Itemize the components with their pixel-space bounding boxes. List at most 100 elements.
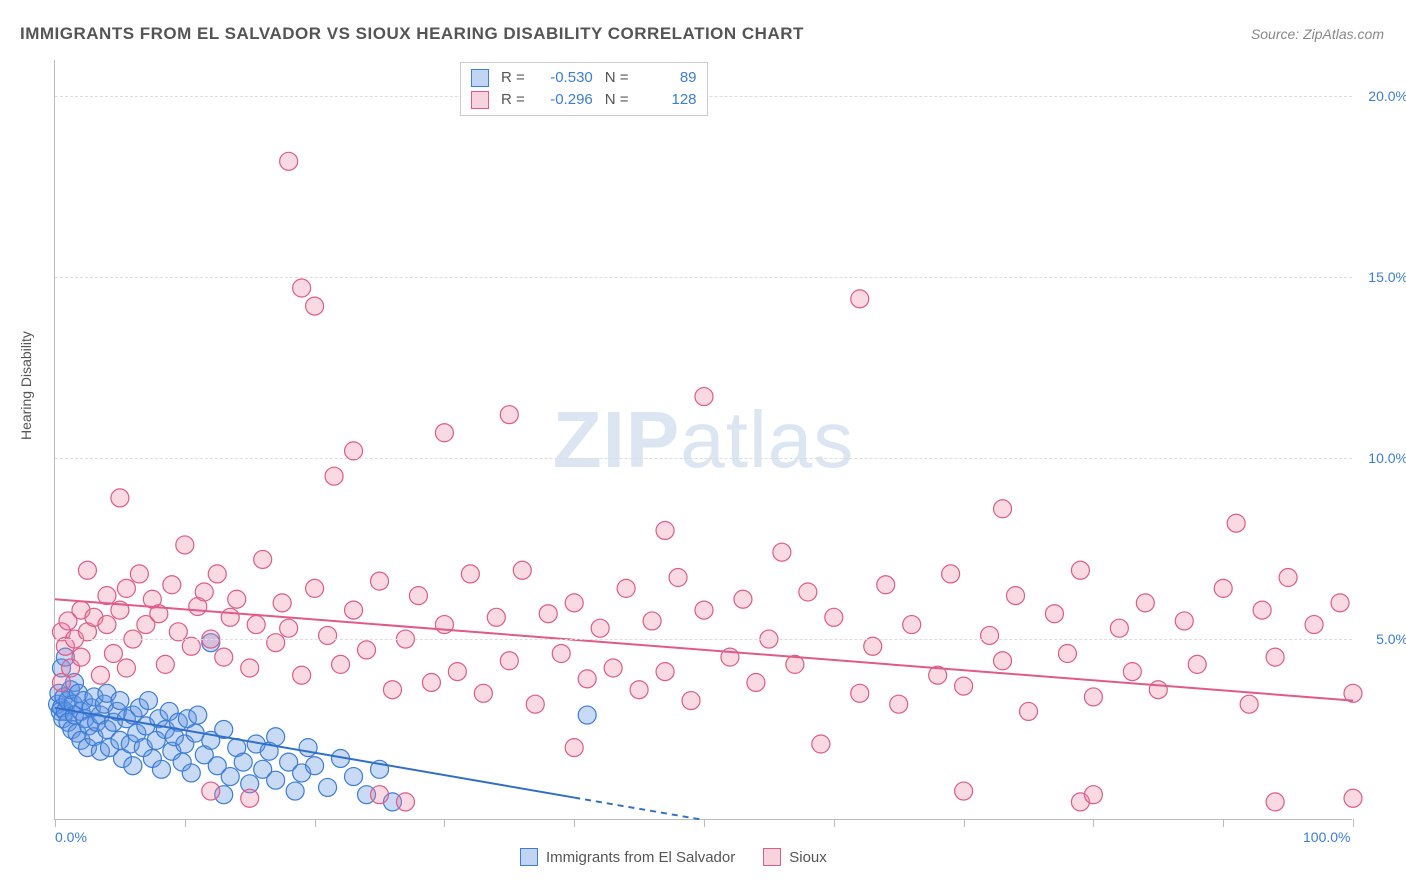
scatter-point-sioux <box>306 579 324 597</box>
n-value-el-salvador: 89 <box>637 67 697 89</box>
scatter-point-sioux <box>332 655 350 673</box>
scatter-point-sioux <box>656 663 674 681</box>
scatter-point-sioux <box>890 695 908 713</box>
x-tick <box>574 819 575 827</box>
x-tick <box>444 819 445 827</box>
legend-swatch-el-salvador <box>520 848 538 866</box>
n-label: N = <box>605 89 629 111</box>
scatter-point-sioux <box>981 626 999 644</box>
scatter-point-sioux <box>91 666 109 684</box>
scatter-point-sioux <box>130 565 148 583</box>
x-tick <box>315 819 316 827</box>
scatter-point-el_salvador <box>299 739 317 757</box>
source-label: Source: ZipAtlas.com <box>1251 26 1384 42</box>
scatter-point-sioux <box>1266 793 1284 811</box>
scatter-point-sioux <box>98 616 116 634</box>
scatter-point-sioux <box>630 681 648 699</box>
scatter-point-sioux <box>72 648 90 666</box>
scatter-point-sioux <box>228 590 246 608</box>
scatter-point-sioux <box>319 626 337 644</box>
scatter-point-sioux <box>825 608 843 626</box>
scatter-point-el_salvador <box>345 768 363 786</box>
scatter-point-sioux <box>474 684 492 702</box>
y-axis-title: Hearing Disability <box>18 331 34 440</box>
scatter-point-sioux <box>500 406 518 424</box>
x-tick <box>1093 819 1094 827</box>
gridline-h <box>55 639 1352 640</box>
scatter-point-sioux <box>78 561 96 579</box>
scatter-point-el_salvador <box>221 768 239 786</box>
scatter-point-sioux <box>104 645 122 663</box>
legend-label-el-salvador: Immigrants from El Salvador <box>546 849 735 866</box>
scatter-point-sioux <box>1331 594 1349 612</box>
scatter-point-sioux <box>383 681 401 699</box>
scatter-point-sioux <box>604 659 622 677</box>
scatter-point-sioux <box>422 673 440 691</box>
stats-row-sioux: R = -0.296 N = 128 <box>471 89 697 111</box>
r-label: R = <box>501 89 525 111</box>
legend-item-el-salvador: Immigrants from El Salvador <box>520 848 735 866</box>
scatter-point-sioux <box>1007 587 1025 605</box>
scatter-point-sioux <box>565 594 583 612</box>
scatter-point-sioux <box>435 424 453 442</box>
scatter-point-sioux <box>1058 645 1076 663</box>
scatter-point-sioux <box>1240 695 1258 713</box>
scatter-point-sioux <box>163 576 181 594</box>
scatter-point-sioux <box>513 561 531 579</box>
scatter-point-sioux <box>1123 663 1141 681</box>
y-tick-label: 10.0% <box>1358 450 1406 466</box>
scatter-point-el_salvador <box>139 692 157 710</box>
scatter-point-sioux <box>942 565 960 583</box>
y-tick-label: 20.0% <box>1358 88 1406 104</box>
r-label: R = <box>501 67 525 89</box>
scatter-point-sioux <box>396 793 414 811</box>
scatter-point-sioux <box>267 634 285 652</box>
scatter-point-sioux <box>955 782 973 800</box>
x-tick <box>1353 819 1354 827</box>
scatter-point-el_salvador <box>182 764 200 782</box>
legend-swatch-sioux <box>763 848 781 866</box>
scatter-point-sioux <box>254 550 272 568</box>
scatter-point-sioux <box>1020 702 1038 720</box>
scatter-point-sioux <box>293 279 311 297</box>
scatter-point-sioux <box>461 565 479 583</box>
scatter-point-sioux <box>273 594 291 612</box>
scatter-point-sioux <box>500 652 518 670</box>
scatter-point-sioux <box>345 601 363 619</box>
scatter-point-sioux <box>1305 616 1323 634</box>
n-label: N = <box>605 67 629 89</box>
scatter-point-el_salvador <box>124 757 142 775</box>
trendline-dash-el_salvador <box>574 798 704 820</box>
scatter-point-sioux <box>176 536 194 554</box>
scatter-point-sioux <box>1149 681 1167 699</box>
x-tick <box>55 819 56 827</box>
scatter-point-sioux <box>215 648 233 666</box>
scatter-point-sioux <box>241 659 259 677</box>
scatter-point-sioux <box>358 641 376 659</box>
scatter-point-sioux <box>682 692 700 710</box>
scatter-point-sioux <box>591 619 609 637</box>
scatter-point-sioux <box>526 695 544 713</box>
plot-area: ZIPatlas 5.0%10.0%15.0%20.0%0.0%100.0% <box>54 60 1352 820</box>
scatter-point-sioux <box>1071 561 1089 579</box>
scatter-point-sioux <box>1084 786 1102 804</box>
scatter-point-sioux <box>539 605 557 623</box>
x-tick <box>704 819 705 827</box>
scatter-point-sioux <box>656 521 674 539</box>
scatter-point-el_salvador <box>267 771 285 789</box>
scatter-point-sioux <box>1110 619 1128 637</box>
scatter-point-sioux <box>1188 655 1206 673</box>
swatch-sioux <box>471 91 489 109</box>
scatter-point-sioux <box>195 583 213 601</box>
swatch-el-salvador <box>471 69 489 87</box>
scatter-point-sioux <box>994 652 1012 670</box>
scatter-point-sioux <box>293 666 311 684</box>
scatter-point-sioux <box>994 500 1012 518</box>
scatter-point-sioux <box>578 670 596 688</box>
scatter-point-sioux <box>221 608 239 626</box>
scatter-point-sioux <box>487 608 505 626</box>
scatter-point-sioux <box>695 388 713 406</box>
scatter-point-sioux <box>1266 648 1284 666</box>
gridline-h <box>55 277 1352 278</box>
scatter-point-sioux <box>371 786 389 804</box>
